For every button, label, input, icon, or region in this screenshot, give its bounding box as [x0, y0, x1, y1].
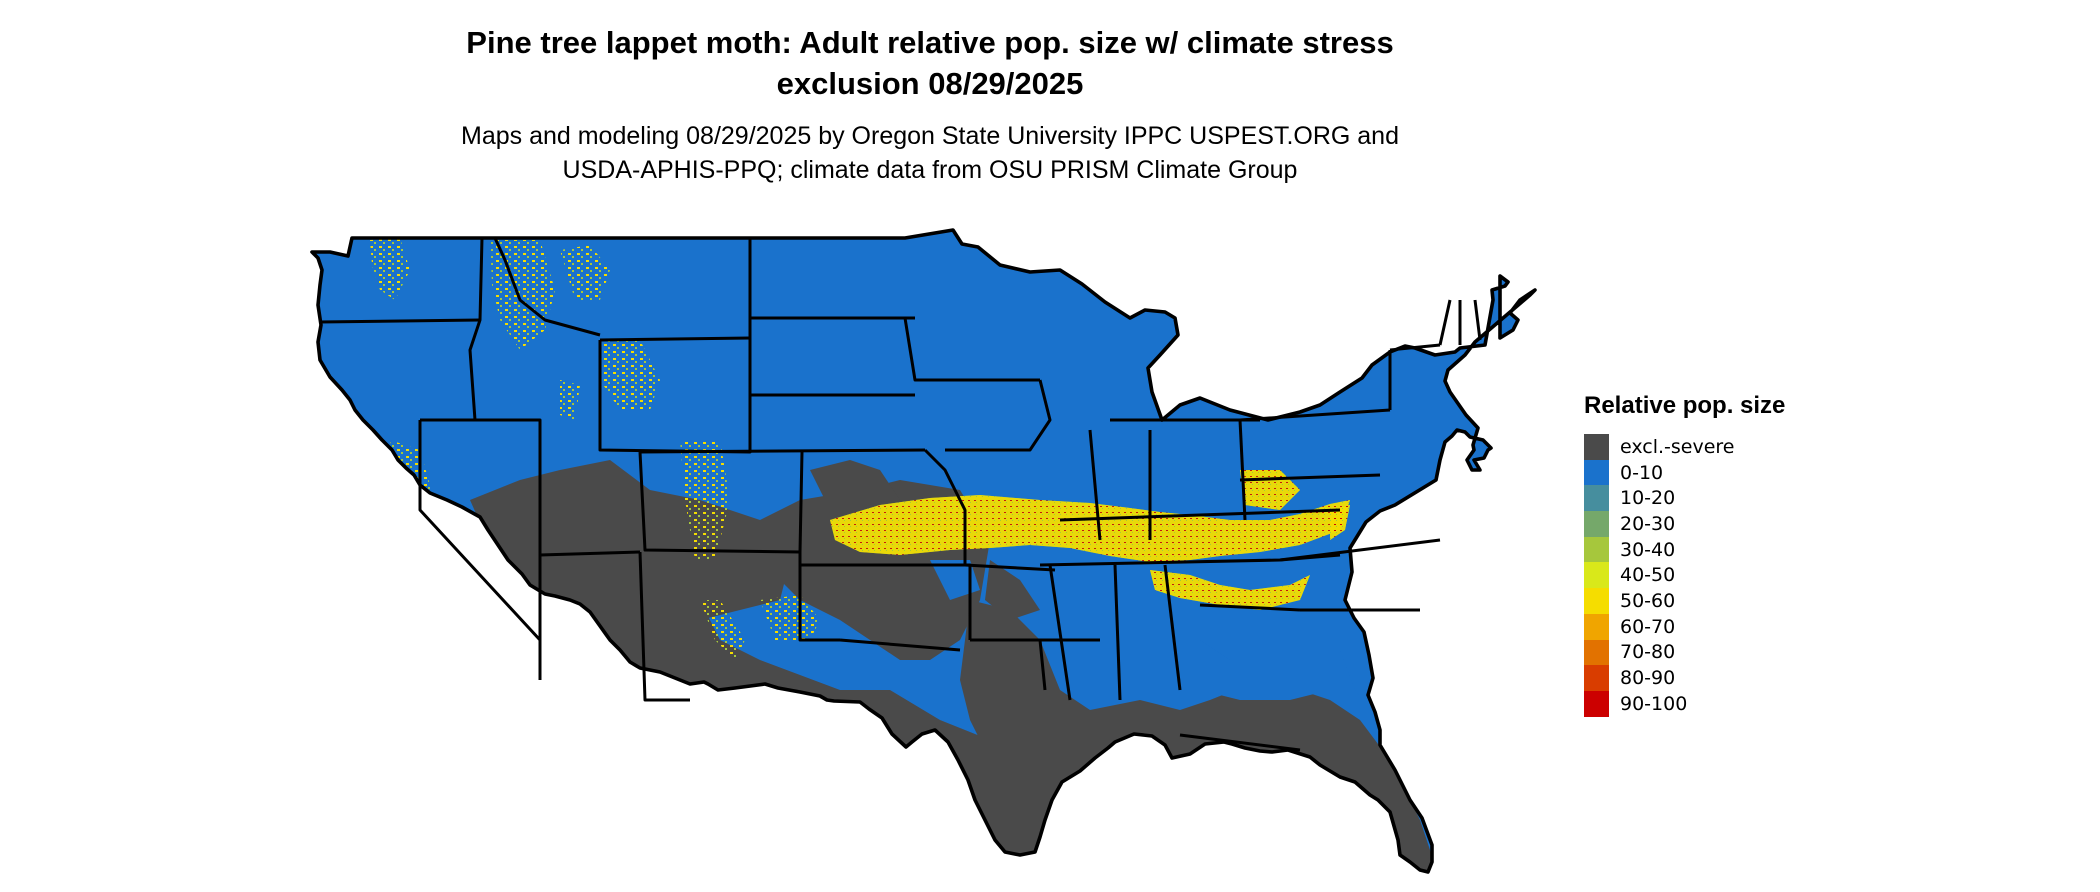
legend-item: 80-90 — [1584, 665, 1785, 691]
low-pop-region — [1060, 610, 1330, 700]
excluded-region — [960, 600, 1440, 872]
legend-swatch — [1584, 459, 1609, 486]
state-border — [1279, 538, 1441, 562]
legend-label: 0-10 — [1620, 461, 1664, 484]
state-border — [599, 336, 751, 342]
legend-item: 0-10 — [1584, 459, 1785, 486]
legend-swatch — [1584, 588, 1609, 614]
legend-item: 50-60 — [1584, 588, 1785, 614]
state-border — [1088, 429, 1102, 541]
legend-label: 90-100 — [1620, 692, 1688, 715]
legend-item: 90-100 — [1584, 690, 1785, 717]
state-border — [493, 237, 601, 337]
legend-title: Relative pop. size — [1584, 392, 1786, 419]
legend-swatch — [1584, 434, 1609, 460]
state-border — [903, 317, 1040, 382]
excluded-region — [985, 560, 1040, 620]
mountain-speckle — [760, 595, 820, 640]
state-border — [945, 379, 1052, 452]
map-title-line-2: exclusion 08/29/2025 — [776, 66, 1084, 101]
legend-label: excl.-severe — [1620, 435, 1735, 458]
state-border — [468, 237, 484, 421]
state-border — [798, 552, 840, 642]
legend-swatch — [1584, 613, 1609, 640]
state-border — [1163, 564, 1182, 691]
mountain-speckle — [560, 245, 610, 300]
legend-item: 70-80 — [1584, 639, 1785, 666]
high-suitability-band — [1330, 505, 1350, 540]
state-borders — [319, 237, 1482, 752]
state-border — [1473, 299, 1482, 341]
map-title-line-1: Pine tree lappet moth: Adult relative po… — [466, 25, 1394, 60]
state-border — [418, 420, 542, 642]
legend-item: 30-40 — [1584, 536, 1785, 563]
legend-label: 10-20 — [1620, 487, 1676, 510]
legend-label: 50-60 — [1620, 589, 1676, 612]
state-border — [1059, 508, 1341, 522]
legend-swatch — [1584, 639, 1609, 666]
legend-label: 20-30 — [1620, 512, 1676, 535]
state-border — [638, 451, 804, 554]
legend-label: 70-80 — [1620, 641, 1676, 664]
subtitle-line-1: Maps and modeling 08/29/2025 by Oregon S… — [461, 122, 1399, 150]
state-border — [1199, 603, 1301, 612]
legend-item: 40-50 — [1584, 562, 1785, 589]
legend-swatch — [1584, 485, 1609, 512]
state-border — [1238, 419, 1247, 521]
excluded-region — [810, 460, 900, 520]
map-subtitle: Maps and modeling 08/29/2025 by Oregon S… — [0, 119, 1860, 187]
state-border — [639, 448, 926, 454]
mountain-speckle — [370, 238, 410, 300]
state-border — [1113, 564, 1122, 701]
legend-swatch — [1584, 511, 1609, 537]
title-block: Pine tree lappet moth: Adult relative po… — [0, 22, 1860, 187]
state-border — [638, 551, 690, 702]
legend-label: 60-70 — [1620, 615, 1676, 638]
mountain-speckle — [700, 600, 745, 660]
legend-items: excl.-severe 0-10 10-20 20-30 30-40 40-50 50-6… — [1584, 434, 1785, 717]
state-border — [839, 638, 961, 652]
state-border — [1179, 733, 1301, 752]
legend-swatch — [1584, 536, 1609, 563]
state-border — [1239, 473, 1381, 482]
state-border — [923, 448, 967, 565]
low-pop-region — [930, 560, 980, 600]
legend-item: 60-70 — [1584, 613, 1785, 640]
legend-item: 10-20 — [1584, 485, 1785, 512]
legend-item: excl.-severe — [1584, 434, 1785, 460]
subtitle-line-2: USDA-APHIS-PPQ; climate data from OSU PR… — [562, 156, 1298, 184]
mountain-speckle — [600, 340, 660, 410]
legend-swatch — [1584, 690, 1609, 717]
state-border — [964, 563, 1056, 572]
mountain-speckle — [560, 380, 580, 420]
high-suitability-band — [830, 495, 1350, 562]
state-border — [319, 318, 481, 324]
high-suitability-band — [1150, 570, 1310, 610]
map-fill-layer — [312, 230, 1535, 872]
state-border — [420, 418, 641, 557]
legend-label: 80-90 — [1620, 667, 1676, 690]
state-border — [1048, 564, 1072, 701]
legend-swatch — [1584, 562, 1609, 589]
state-border — [1438, 299, 1452, 346]
mountain-speckle — [680, 440, 730, 560]
legend: Relative pop. size excl.-severe 0-10 10-20… — [1584, 392, 1785, 717]
legend-item: 20-30 — [1584, 511, 1785, 537]
legend-swatch — [1584, 665, 1609, 691]
legend-label: 30-40 — [1620, 538, 1676, 561]
legend-label: 40-50 — [1620, 564, 1676, 587]
